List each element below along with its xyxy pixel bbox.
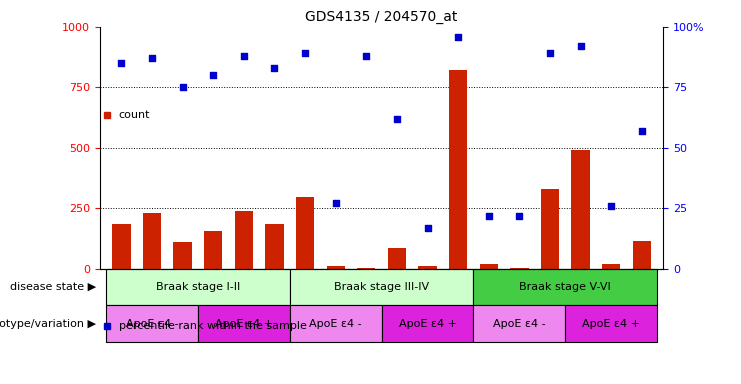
Bar xyxy=(357,268,376,269)
Point xyxy=(177,84,189,90)
Text: count: count xyxy=(119,110,150,120)
Text: disease state ▶: disease state ▶ xyxy=(10,282,96,292)
Text: Braak stage V-VI: Braak stage V-VI xyxy=(519,282,611,292)
Bar xyxy=(113,224,130,269)
Bar xyxy=(327,266,345,269)
Text: percentile rank within the sample: percentile rank within the sample xyxy=(119,321,307,331)
Bar xyxy=(106,305,198,342)
Bar xyxy=(633,241,651,269)
Point xyxy=(116,60,127,66)
Text: ApoE ε4 -: ApoE ε4 - xyxy=(310,318,362,329)
Text: genotype/variation ▶: genotype/variation ▶ xyxy=(0,318,96,329)
Text: ApoE ε4 -: ApoE ε4 - xyxy=(493,318,545,329)
Bar xyxy=(198,305,290,342)
Point xyxy=(146,55,158,61)
Text: ApoE ε4 +: ApoE ε4 + xyxy=(399,318,456,329)
Bar xyxy=(290,269,473,305)
Bar xyxy=(296,197,314,269)
Point xyxy=(605,203,617,209)
Bar xyxy=(265,224,284,269)
Text: ApoE ε4 -: ApoE ε4 - xyxy=(126,318,179,329)
Point xyxy=(299,50,311,56)
Bar xyxy=(173,242,192,269)
Text: Braak stage III-IV: Braak stage III-IV xyxy=(334,282,429,292)
Point xyxy=(483,212,495,218)
Point xyxy=(360,53,372,59)
Bar xyxy=(541,189,559,269)
Point xyxy=(574,43,586,49)
Point xyxy=(422,225,433,231)
Bar xyxy=(565,305,657,342)
Bar xyxy=(143,213,162,269)
Bar xyxy=(419,266,436,269)
Bar xyxy=(382,305,473,342)
Bar xyxy=(449,70,468,269)
Bar xyxy=(473,269,657,305)
Point xyxy=(268,65,280,71)
Point xyxy=(514,212,525,218)
Point xyxy=(636,128,648,134)
Point xyxy=(452,33,464,40)
Point xyxy=(207,72,219,78)
Bar xyxy=(235,211,253,269)
Bar xyxy=(602,264,620,269)
Bar xyxy=(571,150,590,269)
Bar xyxy=(479,264,498,269)
Point xyxy=(330,200,342,207)
Bar xyxy=(473,305,565,342)
Bar xyxy=(204,231,222,269)
Text: ApoE ε4 +: ApoE ε4 + xyxy=(215,318,273,329)
Text: ApoE ε4 +: ApoE ε4 + xyxy=(582,318,640,329)
Title: GDS4135 / 204570_at: GDS4135 / 204570_at xyxy=(305,10,458,25)
Bar xyxy=(510,268,528,269)
Bar xyxy=(388,248,406,269)
Bar xyxy=(106,269,290,305)
Text: Braak stage I-II: Braak stage I-II xyxy=(156,282,240,292)
Bar xyxy=(290,305,382,342)
Point xyxy=(391,116,403,122)
Point xyxy=(544,50,556,56)
Point xyxy=(238,53,250,59)
